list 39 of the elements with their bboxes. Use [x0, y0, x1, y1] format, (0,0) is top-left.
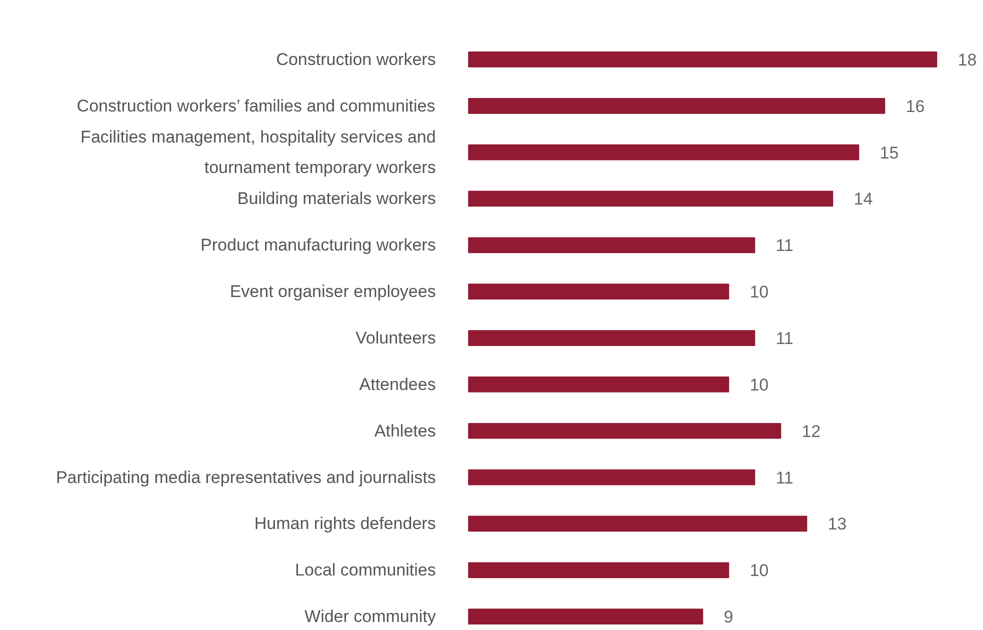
y-tick-label: Volunteers — [355, 328, 436, 348]
data-label: 9 — [724, 608, 734, 627]
bar — [468, 237, 756, 254]
data-label: 16 — [906, 96, 925, 116]
y-tick-label: Event organiser employees — [230, 282, 436, 302]
data-label: 12 — [802, 422, 821, 441]
data-label: 11 — [776, 468, 794, 488]
y-tick-label: Facilities management, hospitality services and tournament temporary workers — [80, 128, 436, 178]
bar — [468, 422, 782, 439]
bar — [468, 516, 808, 532]
y-tick-label: Construction workers’ families and communities — [76, 96, 436, 116]
bar — [468, 284, 730, 300]
y-tick-label: Athletes — [374, 421, 436, 440]
bar — [468, 330, 756, 346]
data-label: 10 — [750, 375, 769, 394]
data-label: 14 — [854, 190, 873, 209]
bar — [468, 98, 886, 114]
bar — [468, 562, 730, 578]
data-label: 11 — [776, 329, 794, 348]
data-label: 15 — [880, 143, 899, 162]
data-label: 10 — [750, 282, 769, 302]
bar — [468, 376, 730, 392]
data-label: 10 — [750, 561, 769, 580]
y-tick-label: Participating media representatives and journalists — [56, 468, 436, 487]
bar — [468, 144, 860, 160]
y-tick-label: Wider community — [304, 607, 436, 626]
bar — [468, 608, 704, 624]
y-tick-label: Attendees — [359, 374, 436, 394]
bar — [468, 52, 938, 68]
y-tick-label: Building materials workers — [237, 189, 436, 208]
bar — [468, 190, 834, 207]
data-label: 13 — [828, 514, 847, 534]
y-tick-label: Local communities — [295, 560, 436, 580]
y-tick-label: Product manufacturing workers — [200, 236, 436, 255]
y-tick-label: Construction workers — [276, 50, 436, 69]
data-label: 11 — [776, 236, 794, 256]
y-tick-label: Human rights defenders — [254, 514, 436, 534]
data-label: 18 — [958, 50, 977, 70]
bar — [468, 469, 756, 486]
